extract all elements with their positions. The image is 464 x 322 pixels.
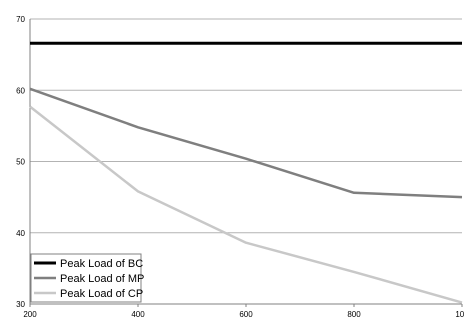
y-tick-label: 30	[16, 300, 25, 309]
series-line-peak-load-of-cp	[29, 105, 463, 304]
y-tick-label: 70	[16, 15, 25, 24]
series-line-peak-load-of-mp	[29, 87, 463, 199]
series-lines	[29, 41, 463, 304]
legend-label: Peak Load of BC	[60, 258, 143, 270]
legend: Peak Load of BC Peak Load of MP Peak Load …	[30, 253, 144, 303]
y-tick-label: 50	[16, 158, 25, 167]
legend-label: Peak Load of MP	[60, 273, 144, 285]
axes	[29, 19, 463, 307]
x-tick-label: 100	[455, 310, 464, 319]
y-tick-label: 60	[16, 86, 25, 95]
x-tick-label: 800	[347, 310, 361, 319]
x-tick-label: 200	[23, 310, 37, 319]
x-tick-label: 400	[131, 310, 145, 319]
x-tick-label: 600	[239, 310, 253, 319]
y-tick-label: 40	[16, 229, 25, 238]
tick-labels: 30 40 50 60 70 200 400 600 800 100	[16, 15, 464, 319]
legend-label: Peak Load of CP	[60, 288, 143, 300]
